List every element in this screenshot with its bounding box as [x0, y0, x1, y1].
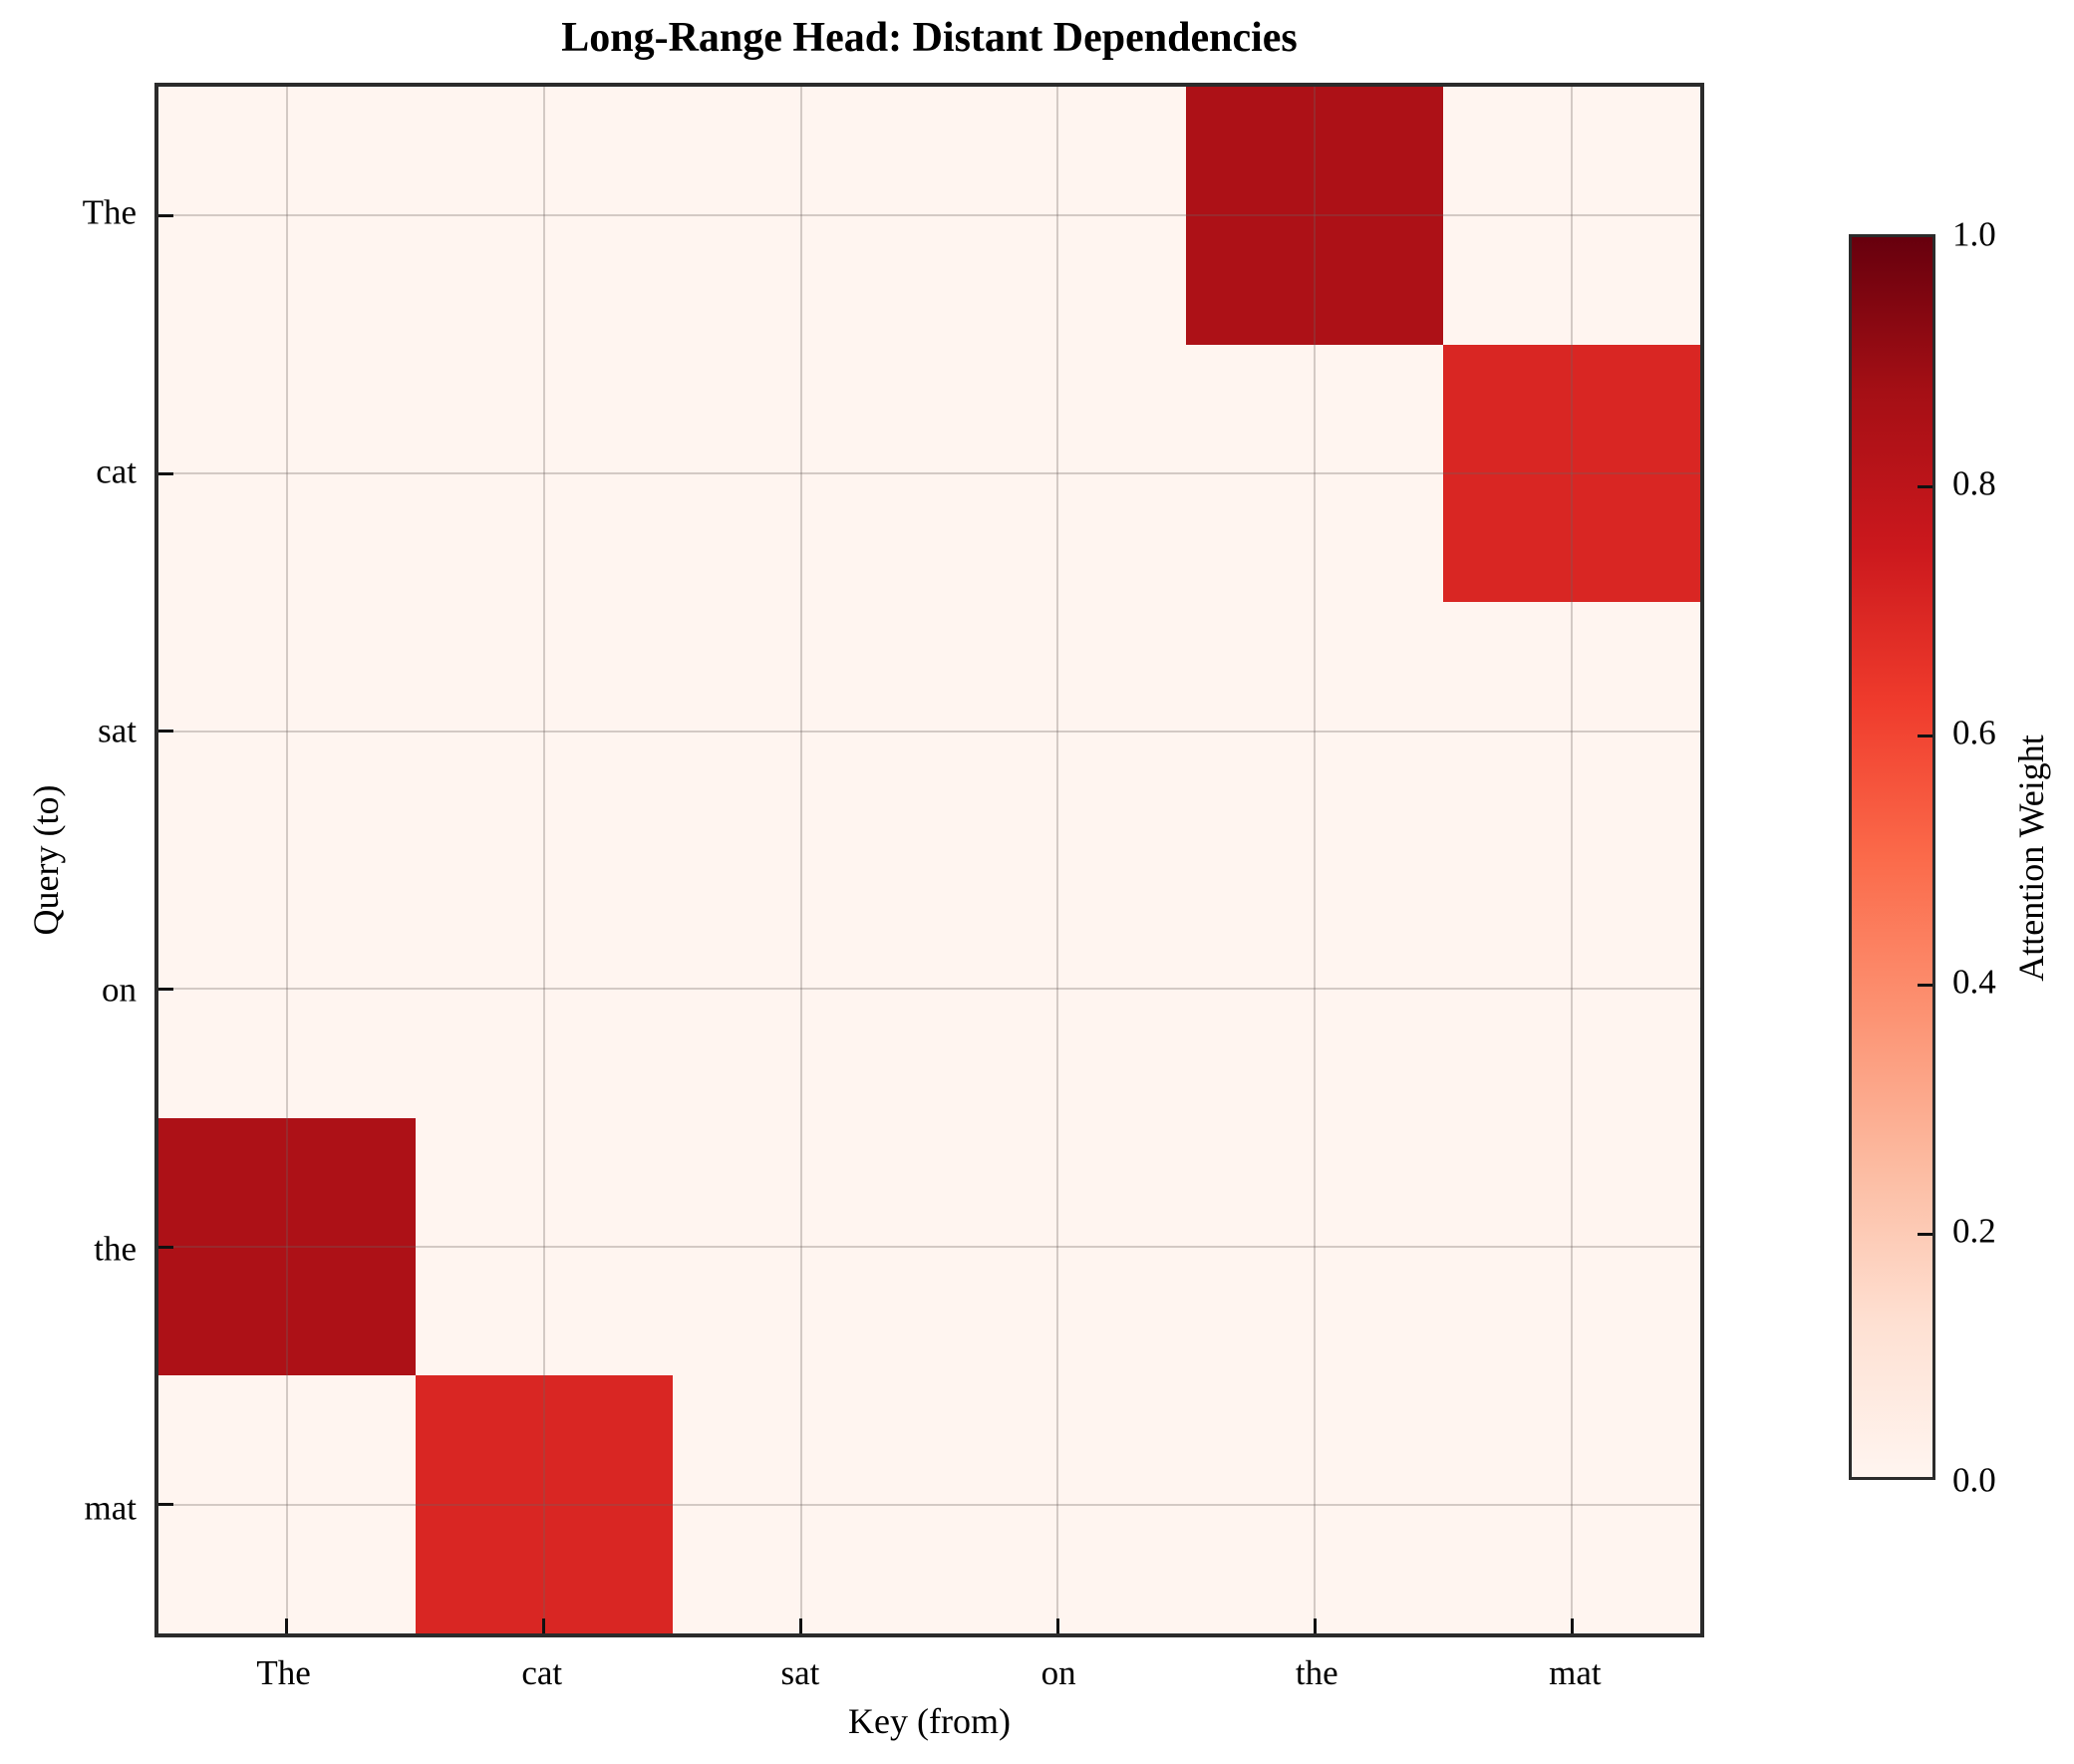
- heatmap-cell: [1186, 87, 1444, 345]
- x-axis-tick: [1570, 1618, 1574, 1633]
- colorbar-gradient: [1852, 237, 1932, 1477]
- y-axis-tick: [158, 471, 173, 475]
- x-axis-tick-label: the: [1295, 1653, 1338, 1692]
- heatmap-cell: [929, 1117, 1187, 1376]
- x-axis-tick-label: sat: [780, 1653, 820, 1692]
- colorbar-tick: [1918, 484, 1932, 488]
- y-axis-tick-label: sat: [98, 711, 137, 750]
- x-axis-tick-label: mat: [1549, 1653, 1602, 1692]
- heatmap-cell: [929, 859, 1187, 1118]
- colorbar-tick: [1918, 1232, 1932, 1236]
- heatmap-cell: [158, 1117, 416, 1376]
- heatmap-cell: [1186, 344, 1444, 603]
- x-axis-tick-label: on: [1040, 1653, 1076, 1692]
- colorbar: [1849, 234, 1935, 1480]
- colorbar-tick-label: 0.4: [1952, 962, 1996, 1002]
- colorbar-tick-label: 1.0: [1952, 214, 1996, 254]
- heatmap-cell: [672, 602, 930, 860]
- x-axis-tick: [799, 1618, 803, 1633]
- y-axis-tick-label: mat: [84, 1488, 137, 1528]
- y-axis-tick: [158, 1245, 173, 1249]
- colorbar-tick-label: 0.0: [1952, 1460, 1996, 1500]
- x-axis-tick: [285, 1618, 289, 1633]
- colorbar-tick-label: 0.2: [1952, 1211, 1996, 1251]
- heatmap-cell: [1443, 87, 1700, 345]
- colorbar-label: Attention Weight: [2011, 735, 2051, 982]
- heatmap-cell: [1443, 344, 1700, 603]
- heatmap-cell: [672, 87, 930, 345]
- y-axis-tick-label: The: [82, 192, 137, 232]
- heatmap-plot-area: [154, 83, 1704, 1637]
- heatmap-cell: [415, 1375, 673, 1633]
- heatmap-cells: [158, 87, 1700, 1633]
- heatmap-cell: [415, 87, 673, 345]
- heatmap-cell: [1443, 1375, 1700, 1633]
- heatmap-cell: [415, 1117, 673, 1376]
- heatmap-cell: [158, 1375, 416, 1633]
- y-axis-tick: [158, 730, 173, 734]
- heatmap-cell: [158, 602, 416, 860]
- y-axis-tick: [158, 987, 173, 991]
- heatmap-cell: [415, 344, 673, 603]
- heatmap-cell: [1443, 602, 1700, 860]
- heatmap-cell: [929, 344, 1187, 603]
- heatmap-cell: [672, 1117, 930, 1376]
- heatmap-cell: [1443, 859, 1700, 1118]
- heatmap-cell: [1186, 1375, 1444, 1633]
- heatmap-cell: [1186, 859, 1444, 1118]
- y-axis-tick-label: the: [94, 1229, 137, 1269]
- heatmap-cell: [415, 859, 673, 1118]
- x-axis-label: Key (from): [848, 1701, 1011, 1741]
- x-axis-tick: [1313, 1618, 1317, 1633]
- heatmap-cell: [672, 344, 930, 603]
- heatmap-cell: [929, 1375, 1187, 1633]
- y-axis-label: Query (to): [26, 784, 66, 936]
- x-axis-tick: [1055, 1618, 1059, 1633]
- y-axis-tick: [158, 213, 173, 217]
- heatmap-cell: [1186, 602, 1444, 860]
- heatmap-cell: [672, 859, 930, 1118]
- x-axis-tick-label: cat: [521, 1653, 563, 1692]
- colorbar-tick-label: 0.8: [1952, 463, 1996, 503]
- heatmap-cell: [415, 602, 673, 860]
- chart-title: Long-Range Head: Distant Dependencies: [561, 15, 1298, 61]
- heatmap-cell: [1443, 1117, 1700, 1376]
- colorbar-tick: [1918, 983, 1932, 987]
- y-axis-tick: [158, 1503, 173, 1507]
- heatmap-cell: [158, 859, 416, 1118]
- heatmap-cell: [672, 1375, 930, 1633]
- y-axis-tick-label: cat: [96, 451, 137, 491]
- y-axis-tick-label: on: [102, 970, 137, 1010]
- x-axis-tick: [542, 1618, 546, 1633]
- heatmap-cell: [158, 87, 416, 345]
- colorbar-tick: [1918, 734, 1932, 737]
- heatmap-cell: [929, 602, 1187, 860]
- heatmap-cell: [1186, 1117, 1444, 1376]
- heatmap-cell: [929, 87, 1187, 345]
- heatmap-cell: [158, 344, 416, 603]
- colorbar-tick-label: 0.6: [1952, 713, 1996, 752]
- x-axis-tick-label: The: [256, 1653, 311, 1692]
